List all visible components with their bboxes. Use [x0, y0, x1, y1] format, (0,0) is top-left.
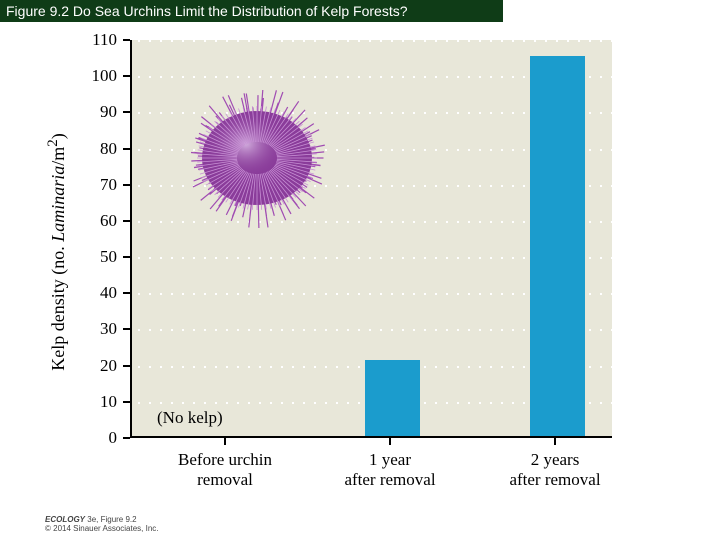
figure-title-bar: Figure 9.2 Do Sea Urchins Limit the Dist…: [0, 0, 503, 22]
x-category-before: Before urchinremoval: [155, 450, 295, 491]
sea-urchin-icon: [167, 68, 347, 228]
y-tick: [123, 75, 130, 77]
no-kelp-annotation: (No kelp): [157, 408, 223, 428]
x-tick: [554, 438, 556, 445]
x-tick: [224, 438, 226, 445]
y-tick: [123, 220, 130, 222]
bar-year1: [365, 360, 420, 436]
y-tick: [123, 39, 130, 41]
bar-chart: Kelp density (no. Laminaria/m2) 01020304…: [35, 30, 685, 500]
y-tick: [123, 111, 130, 113]
x-category-year2: 2 yearsafter removal: [485, 450, 625, 491]
bar-year2: [530, 56, 585, 436]
x-category-year1: 1 yearafter removal: [320, 450, 460, 491]
y-tick: [123, 184, 130, 186]
y-tick: [123, 401, 130, 403]
y-tick: [123, 365, 130, 367]
y-tick: [123, 292, 130, 294]
y-tick: [123, 256, 130, 258]
x-tick: [389, 438, 391, 445]
y-tick: [123, 437, 130, 439]
y-tick: [123, 148, 130, 150]
plot-region: (No kelp): [130, 40, 612, 438]
figure-credit: ECOLOGY 3e, Figure 9.2 © 2014 Sinauer As…: [45, 516, 159, 534]
y-tick: [123, 328, 130, 330]
